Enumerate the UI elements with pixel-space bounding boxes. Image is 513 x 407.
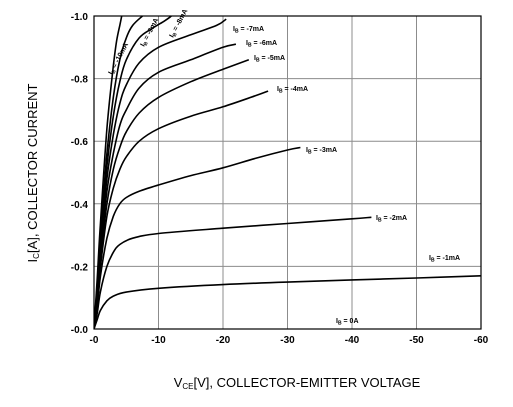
y-tick-label: -0.4 [71,200,89,211]
x-axis-title: VCE[V], COLLECTOR-EMITTER VOLTAGE [174,375,421,391]
x-tick-label: -40 [345,335,360,346]
series-label: IB = -2mA [376,215,407,224]
y-tick-labels: -0.0 -0.2 -0.4 -0.6 -0.8 -1.0 [71,12,89,336]
series-curve [94,15,123,329]
plot-frame [93,15,482,330]
series-label: IB = -10mA [108,42,132,77]
series-label: IB = -5mA [254,55,285,64]
curves [94,15,481,329]
series-label: IB = -3mA [306,147,337,156]
series-curve [94,275,481,329]
y-tick-label: -0.6 [71,137,89,148]
x-tick-label: -0 [90,335,99,346]
x-tick-label: -50 [409,335,424,346]
y-tick-label: -0.0 [71,325,89,336]
x-tick-label: -60 [474,335,489,346]
y-tick-label: -1.0 [71,12,89,23]
series-curve [94,216,372,329]
y-tick-label: -0.8 [71,75,89,86]
series-label: IB = -8mA [169,8,191,39]
x-tick-labels: -0 -10 -20 -30 -40 -50 -60 [90,335,489,346]
grid [94,16,481,329]
series-label: IB = -1mA [429,255,460,264]
series-label: IB = 0A [336,318,359,327]
series-label: IB = -6mA [246,40,277,49]
y-axis-title: IC[A], COLLECTOR CURRENT [25,83,41,262]
x-tick-label: -10 [151,335,166,346]
series-curve [94,59,250,329]
series-label: IB = -4mA [277,86,308,95]
x-tick-label: -30 [280,335,295,346]
series-label: IB = -7mA [233,26,264,35]
y-tick-label: -0.2 [71,262,89,273]
series-curve [94,146,301,329]
x-tick-label: -20 [216,335,231,346]
